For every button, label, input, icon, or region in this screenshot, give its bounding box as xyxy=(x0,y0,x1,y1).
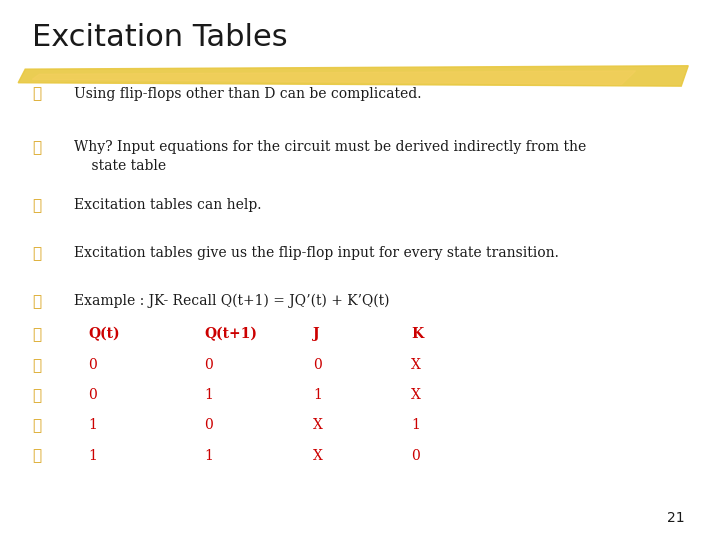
Text: 0: 0 xyxy=(204,357,213,372)
Polygon shape xyxy=(18,66,688,86)
Text: Q(t+1): Q(t+1) xyxy=(204,327,257,342)
Text: K: K xyxy=(411,327,423,341)
Text: ␸: ␸ xyxy=(32,418,41,433)
Text: 1: 1 xyxy=(411,418,420,433)
Polygon shape xyxy=(32,71,636,84)
Text: ␸: ␸ xyxy=(32,198,41,213)
Text: Excitation Tables: Excitation Tables xyxy=(32,23,288,52)
Text: ␸: ␸ xyxy=(32,388,41,403)
Text: 0: 0 xyxy=(89,357,97,372)
Text: J: J xyxy=(313,327,320,341)
Text: X: X xyxy=(313,418,323,433)
Text: X: X xyxy=(411,357,421,372)
Text: 0: 0 xyxy=(204,418,213,433)
Text: 1: 1 xyxy=(313,388,322,402)
Text: X: X xyxy=(313,449,323,463)
Text: 0: 0 xyxy=(89,388,97,402)
Text: Excitation tables can help.: Excitation tables can help. xyxy=(74,198,262,212)
Text: 1: 1 xyxy=(204,449,213,463)
Text: Excitation tables give us the flip-flop input for every state transition.: Excitation tables give us the flip-flop … xyxy=(74,246,559,260)
Text: Using flip-flops other than D can be complicated.: Using flip-flops other than D can be com… xyxy=(74,86,422,100)
Text: 0: 0 xyxy=(313,357,322,372)
Text: ␸: ␸ xyxy=(32,246,41,261)
Text: ␸: ␸ xyxy=(32,449,41,464)
Text: ␸: ␸ xyxy=(32,86,41,102)
Text: 1: 1 xyxy=(89,418,97,433)
Text: 0: 0 xyxy=(411,449,420,463)
Text: Why? Input equations for the circuit must be derived indirectly from the
    sta: Why? Input equations for the circuit mus… xyxy=(74,140,587,173)
Text: ␸: ␸ xyxy=(32,357,41,373)
Text: 21: 21 xyxy=(667,511,685,525)
Text: ␸: ␸ xyxy=(32,294,41,309)
Text: Example : JK- Recall Q(t+1) = JQ’(t) + K’Q(t): Example : JK- Recall Q(t+1) = JQ’(t) + K… xyxy=(74,294,390,308)
Text: 1: 1 xyxy=(89,449,97,463)
Text: 1: 1 xyxy=(204,388,213,402)
Text: ␸: ␸ xyxy=(32,327,41,342)
Text: Q(t): Q(t) xyxy=(89,327,120,342)
Text: ␸: ␸ xyxy=(32,140,41,155)
Text: X: X xyxy=(411,388,421,402)
